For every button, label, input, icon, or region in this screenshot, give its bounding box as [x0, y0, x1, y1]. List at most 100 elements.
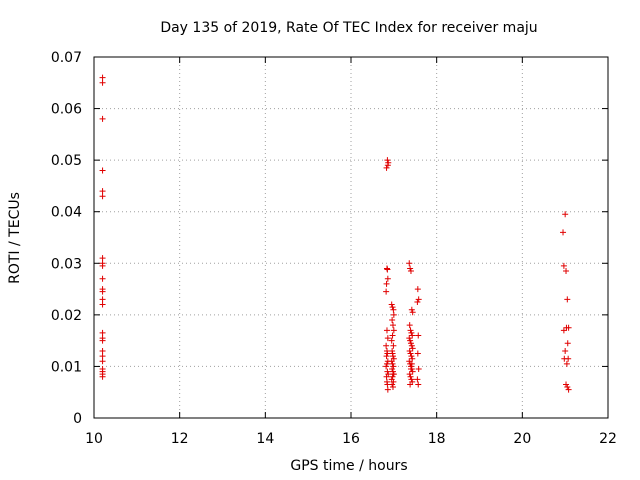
- y-tick-label: 0: [73, 411, 82, 427]
- data-point: [388, 301, 395, 308]
- data-point: [99, 301, 106, 308]
- x-tick-label: 10: [85, 431, 103, 447]
- data-point: [390, 363, 397, 370]
- data-point: [99, 188, 106, 195]
- data-point: [407, 327, 414, 334]
- data-point: [389, 373, 396, 380]
- data-point: [390, 342, 397, 349]
- data-point: [390, 311, 397, 318]
- data-point: [389, 317, 396, 324]
- data-point: [384, 368, 391, 375]
- data-point: [415, 366, 422, 373]
- data-point: [389, 366, 396, 373]
- data-point: [383, 363, 390, 370]
- data-point: [408, 353, 415, 360]
- data-point: [99, 296, 106, 303]
- data-point: [406, 335, 413, 342]
- data-point: [99, 275, 106, 282]
- data-point: [560, 327, 567, 334]
- data-point: [406, 371, 413, 378]
- data-point: [388, 358, 395, 365]
- data-point: [99, 262, 106, 269]
- y-tick-label: 0.01: [51, 359, 82, 375]
- data-point: [389, 322, 396, 329]
- y-tick-label: 0.04: [51, 205, 82, 221]
- data-point: [389, 304, 396, 311]
- x-tick-label: 12: [171, 431, 189, 447]
- data-point: [384, 386, 391, 393]
- data-point: [562, 347, 569, 354]
- data-point: [414, 350, 421, 357]
- data-point: [389, 360, 396, 367]
- data-point: [388, 337, 395, 344]
- y-tick-label: 0.07: [51, 50, 82, 66]
- data-point: [407, 350, 414, 357]
- data-point: [564, 296, 571, 303]
- x-axis-label: GPS time / hours: [290, 458, 407, 474]
- data-point: [409, 332, 416, 339]
- data-point: [406, 358, 413, 365]
- data-point: [99, 337, 106, 344]
- data-point: [406, 322, 413, 329]
- data-point: [383, 327, 390, 334]
- data-point: [414, 286, 421, 293]
- y-axis-label: ROTI / TECUs: [7, 192, 23, 284]
- data-point: [99, 373, 106, 380]
- x-tick-label: 14: [256, 431, 274, 447]
- data-point: [409, 345, 416, 352]
- plot-frame: [93, 56, 609, 419]
- data-point: [409, 309, 416, 316]
- data-point: [383, 280, 390, 287]
- data-point: [390, 306, 397, 313]
- data-point: [564, 384, 571, 391]
- data-point: [99, 329, 106, 336]
- data-point: [414, 298, 421, 305]
- data-point: [99, 74, 106, 81]
- data-point: [415, 332, 422, 339]
- data-point: [563, 381, 570, 388]
- x-axis-ticks: 10 12 14 16 18 20 22: [85, 57, 617, 447]
- data-point: [384, 162, 391, 169]
- data-point: [99, 288, 106, 295]
- data-point: [99, 353, 106, 360]
- data-point: [99, 115, 106, 122]
- y-tick-label: 0.06: [51, 102, 82, 118]
- x-tick-label: 18: [428, 431, 446, 447]
- data-point: [408, 360, 415, 367]
- data-point: [415, 296, 422, 303]
- chart-title: Day 135 of 2019, Rate Of TEC Index for r…: [160, 20, 537, 36]
- data-point: [414, 376, 421, 383]
- data-point: [99, 255, 106, 262]
- data-point: [390, 371, 397, 378]
- data-point: [408, 376, 415, 383]
- x-tick-label: 16: [342, 431, 360, 447]
- data-point: [389, 384, 396, 391]
- data-point: [389, 381, 396, 388]
- data-point: [389, 332, 396, 339]
- data-point: [383, 288, 390, 295]
- data-point: [415, 381, 422, 388]
- x-tick-label: 20: [513, 431, 531, 447]
- y-axis-ticks: 0 0.01 0.02 0.03 0.04 0.05 0.06 0.07: [51, 50, 608, 427]
- data-point: [383, 342, 390, 349]
- data-point: [409, 355, 416, 362]
- data-point: [99, 167, 106, 174]
- data-point: [384, 266, 391, 273]
- data-point: [407, 265, 414, 272]
- data-point: [560, 262, 567, 269]
- data-point: [563, 360, 570, 367]
- data-point: [389, 350, 396, 357]
- y-tick-label: 0.02: [51, 308, 82, 324]
- data-point: [383, 373, 390, 380]
- data-point: [99, 79, 106, 86]
- data-points: [99, 74, 572, 393]
- data-point: [565, 355, 572, 362]
- data-point: [99, 347, 106, 354]
- data-point: [564, 340, 571, 347]
- data-point: [384, 157, 391, 164]
- data-point: [384, 335, 391, 342]
- y-tick-label: 0.03: [51, 256, 82, 272]
- data-point: [563, 324, 570, 331]
- data-point: [560, 229, 567, 236]
